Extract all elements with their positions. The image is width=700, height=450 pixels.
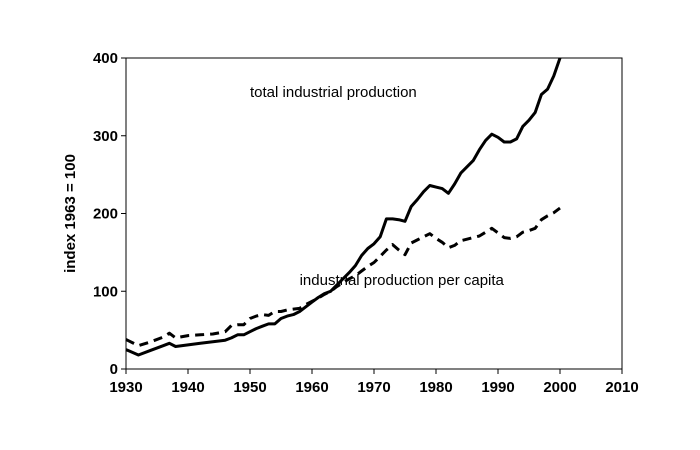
axis-layer: 0 100 200 300 400 1930 1940 1950 1960 1970 1980 199… (93, 50, 639, 396)
x-tick-label: 1950 (233, 379, 266, 396)
x-tick-label: 1990 (481, 379, 514, 396)
y-tick-label: 0 (110, 361, 118, 378)
x-tick-label: 1970 (357, 379, 390, 396)
y-tick-label: 400 (93, 50, 118, 67)
annotation-layer: total industrial production industrial pr… (250, 84, 505, 289)
x-tick-label: 2000 (543, 379, 576, 396)
series-line-industrial-production-per-capita (125, 206, 561, 348)
y-tick-label: 100 (93, 283, 118, 300)
x-tick-label: 1960 (295, 379, 328, 396)
x-tick-label: 2010 (605, 379, 638, 396)
y-tick-label: 300 (93, 128, 118, 145)
y-axis-title: index 1963 = 100 (62, 154, 79, 273)
x-tick-label: 1940 (171, 379, 204, 396)
x-tick-label: 1930 (109, 379, 142, 396)
y-tick-label: 200 (93, 206, 118, 223)
series-line-total-industrial-production (125, 57, 562, 357)
series-annotation-label: total industrial production (250, 84, 417, 101)
series-layer (125, 57, 562, 357)
x-tick-label: 1980 (419, 379, 452, 396)
plot-border (125, 57, 623, 370)
plot-frame (125, 57, 623, 370)
series-annotation-label: industrial production per capita (300, 272, 505, 289)
